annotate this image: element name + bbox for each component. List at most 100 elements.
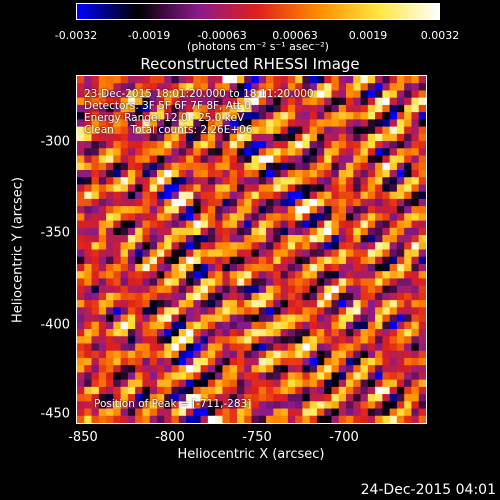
heatmap-cell	[135, 394, 143, 402]
heatmap-cell	[200, 278, 209, 287]
heatmap-cell	[244, 249, 252, 258]
heatmap-cell	[236, 307, 245, 315]
heatmap-cell	[251, 242, 260, 250]
heatmap-cell	[84, 184, 92, 193]
heatmap-cell	[418, 394, 426, 402]
heatmap-cell	[367, 112, 376, 120]
heatmap-cell	[156, 148, 165, 156]
heatmap-cell	[120, 191, 129, 200]
heatmap-cell	[316, 408, 325, 417]
heatmap-cell	[367, 162, 376, 171]
heatmap-cell	[193, 365, 201, 373]
heatmap-cell	[215, 285, 223, 294]
heatmap-cell	[156, 263, 165, 272]
heatmap-cell	[222, 263, 231, 272]
heatmap-cell	[113, 177, 122, 185]
heatmap-cell	[287, 343, 296, 352]
heatmap-cell	[360, 213, 369, 221]
heatmap-cell	[164, 169, 172, 178]
heatmap-cell	[375, 148, 383, 156]
heatmap-cell	[171, 184, 180, 193]
heatmap-cell	[280, 329, 289, 337]
heatmap-cell	[171, 314, 180, 323]
heatmap-cell	[418, 300, 426, 308]
heatmap-cell	[324, 263, 332, 272]
heatmap-cell	[229, 162, 238, 171]
heatmap-cell	[186, 206, 194, 214]
heatmap-cell	[84, 307, 92, 315]
heatmap-cell	[280, 169, 289, 178]
heatmap-cell	[375, 415, 383, 423]
heatmap-cell	[382, 256, 391, 265]
heatmap-cell	[273, 321, 281, 330]
heatmap-cell	[353, 155, 361, 164]
heatmap-cell	[135, 76, 143, 84]
heatmap-cell	[164, 271, 172, 279]
heatmap-cell	[244, 263, 252, 272]
heatmap-cell	[142, 242, 151, 250]
heatmap-cell	[91, 213, 100, 221]
y-tick-label: -400	[40, 317, 70, 333]
heatmap-cell	[106, 133, 114, 142]
heatmap-cell	[186, 184, 194, 193]
heatmap-cell	[360, 357, 369, 366]
heatmap-cell	[418, 278, 426, 287]
heatmap-cell	[156, 177, 165, 185]
heatmap-cell	[360, 365, 369, 373]
heatmap-cell	[236, 271, 245, 279]
heatmap-cell	[156, 220, 165, 229]
heatmap-cell	[113, 97, 122, 106]
heatmap-cell	[127, 206, 136, 214]
heatmap-cell	[135, 415, 143, 423]
heatmap-cell	[229, 76, 238, 84]
heatmap-cell	[295, 162, 303, 171]
heatmap-cell	[142, 285, 151, 294]
heatmap-cell	[411, 213, 420, 221]
heatmap-cell	[164, 357, 172, 366]
heatmap-cell	[91, 386, 100, 395]
heatmap-cell	[287, 177, 296, 185]
heatmap-cell	[316, 271, 325, 279]
heatmap-cell	[229, 191, 238, 200]
heatmap-cell	[135, 242, 143, 250]
heatmap-cell	[164, 343, 172, 352]
heatmap-cell	[266, 235, 274, 243]
heatmap-cell	[171, 177, 180, 185]
heatmap-cell	[258, 191, 267, 200]
heatmap-cell	[396, 235, 405, 243]
heatmap-cell	[135, 177, 143, 185]
heatmap-cell	[164, 386, 172, 395]
heatmap-cell	[316, 329, 325, 337]
heatmap-cell	[338, 329, 347, 337]
heatmap-cell	[382, 321, 391, 330]
heatmap-cell	[106, 126, 114, 135]
heatmap-cell	[346, 141, 354, 149]
heatmap-cell	[266, 278, 274, 287]
heatmap-cell	[164, 372, 172, 381]
heatmap-cell	[164, 242, 172, 250]
heatmap-cell	[418, 126, 426, 135]
heatmap-cell	[411, 394, 420, 402]
heatmap-cell	[113, 184, 122, 193]
heatmap-cell	[324, 249, 332, 258]
heatmap-cell	[164, 119, 172, 128]
heatmap-cell	[295, 213, 303, 221]
heatmap-cell	[164, 263, 172, 272]
heatmap-cell	[77, 133, 85, 142]
heatmap-cell	[186, 90, 194, 99]
heatmap-cell	[338, 126, 347, 135]
heatmap-cell	[251, 249, 260, 258]
heatmap-cell	[411, 169, 420, 178]
heatmap-cell	[91, 112, 100, 120]
heatmap-cell	[98, 83, 107, 91]
heatmap-cell	[120, 198, 129, 207]
heatmap-cell	[84, 235, 92, 243]
heatmap-cell	[149, 285, 158, 294]
heatmap-cell	[338, 155, 347, 164]
heatmap-cell	[389, 365, 398, 373]
heatmap-cell	[149, 292, 158, 301]
heatmap-cell	[106, 76, 114, 84]
heatmap-cell	[331, 119, 340, 128]
heatmap-cell	[113, 235, 122, 243]
heatmap-cell	[113, 350, 122, 359]
